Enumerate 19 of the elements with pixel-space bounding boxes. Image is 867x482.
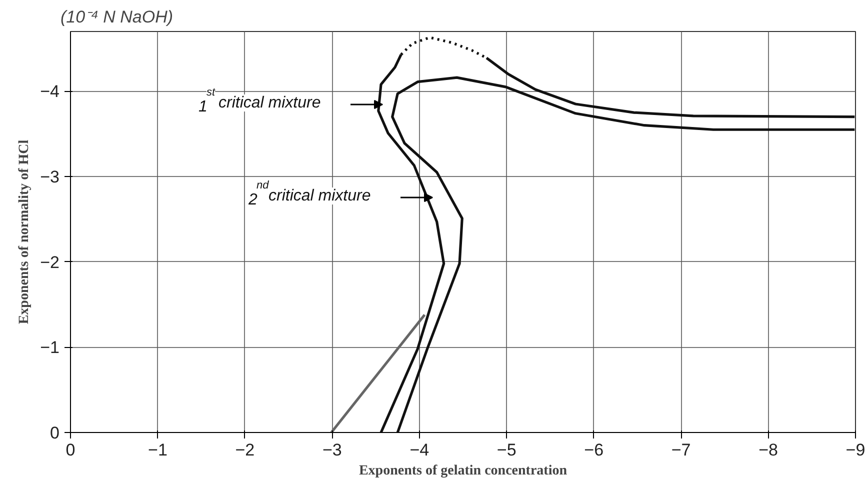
x-tick-label: −8 <box>758 440 778 460</box>
x-tick-label: −9 <box>846 440 866 460</box>
text: (10⁻⁴ N NaOH) <box>60 8 174 26</box>
x-tick-label: −3 <box>322 440 342 460</box>
x-tick-label: −5 <box>496 440 516 460</box>
y-tick-label: 0 <box>50 424 60 442</box>
y-axis-title: Exponents of normality of HCl <box>17 140 32 324</box>
x-tick-label: 0 <box>66 440 76 460</box>
x-tick-label: −4 <box>410 440 430 460</box>
x-axis-title: Exponents of gelatin concentration <box>358 464 568 478</box>
annotation: 1stcritical mixture <box>198 86 321 116</box>
y-tick-label: −3 <box>40 168 60 187</box>
y-tick-label: −4 <box>40 82 60 102</box>
x-tick-label: −1 <box>148 440 168 460</box>
x-tick-label: −6 <box>584 440 604 460</box>
y-tick-label: −2 <box>40 252 60 272</box>
x-tick-label: −7 <box>671 440 691 460</box>
x-tick-label: −2 <box>235 440 255 460</box>
y-tick-label: −1 <box>40 338 60 358</box>
